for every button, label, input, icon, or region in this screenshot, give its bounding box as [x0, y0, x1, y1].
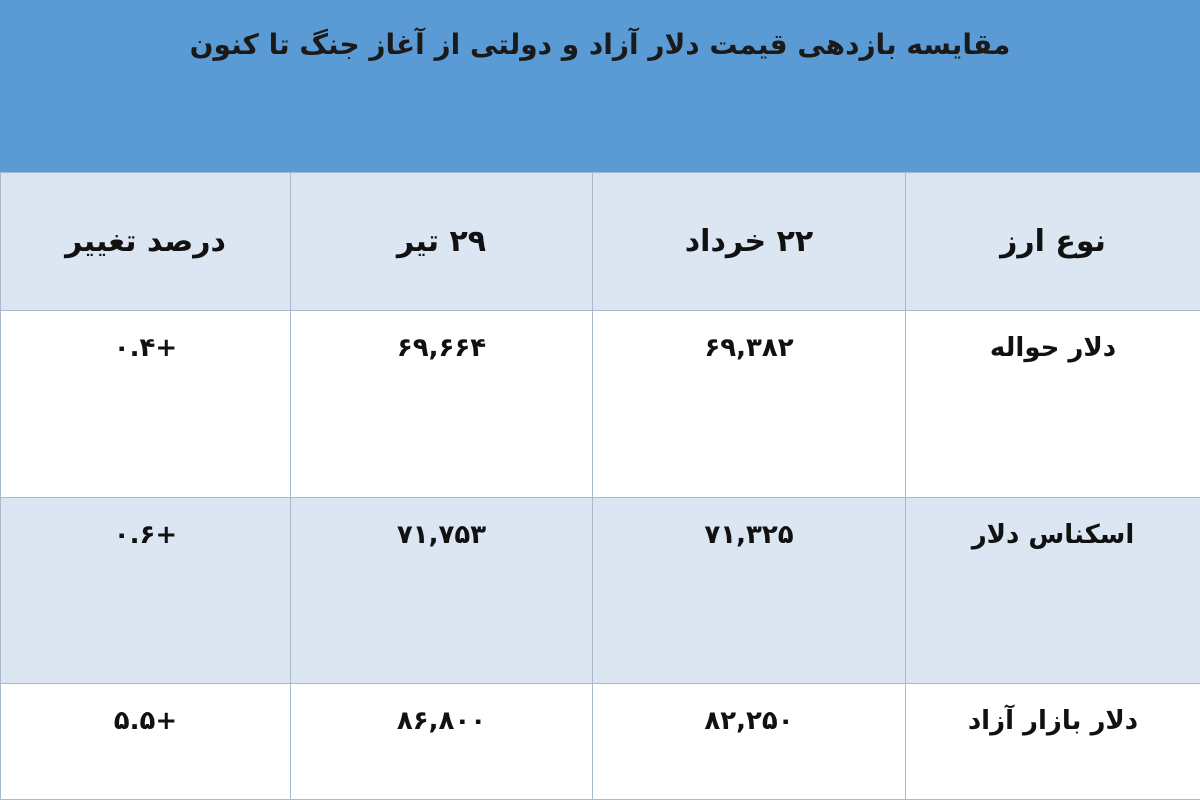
cell-khordad: ۸۲,۲۵۰: [592, 683, 906, 800]
cell-currency: اسکناس دلار: [905, 497, 1200, 684]
cell-tir: ۶۹,۶۶۴: [290, 310, 593, 498]
table-title: مقایسه بازدهی قیمت دلار آزاد و دولتی از …: [189, 28, 1011, 61]
table-row: دلار بازار آزاد ۸۲,۲۵۰ ۸۶,۸۰۰ +۵.۵: [0, 683, 1200, 800]
cell-khordad: ۶۹,۳۸۲: [592, 310, 906, 498]
cell-tir: ۸۶,۸۰۰: [290, 683, 593, 800]
cell-khordad: ۷۱,۳۲۵: [592, 497, 906, 684]
cell-currency: دلار حواله: [905, 310, 1200, 498]
cell-tir: ۷۱,۷۵۳: [290, 497, 593, 684]
cell-currency: دلار بازار آزاد: [905, 683, 1200, 800]
title-band: مقایسه بازدهی قیمت دلار آزاد و دولتی از …: [0, 0, 1200, 172]
table-row: اسکناس دلار ۷۱,۳۲۵ ۷۱,۷۵۳ +۰.۶: [0, 497, 1200, 684]
header-date-khordad: ۲۲ خرداد: [592, 172, 906, 311]
comparison-table: نوع ارز ۲۲ خرداد ۲۹ تیر درصد تغییر دلار …: [0, 172, 1200, 800]
header-currency-type: نوع ارز: [905, 172, 1200, 311]
header-row: نوع ارز ۲۲ خرداد ۲۹ تیر درصد تغییر: [0, 172, 1200, 311]
table-row: دلار حواله ۶۹,۳۸۲ ۶۹,۶۶۴ +۰.۴: [0, 310, 1200, 498]
cell-change: +۰.۴: [0, 310, 291, 498]
header-percent-change: درصد تغییر: [0, 172, 291, 311]
header-date-tir: ۲۹ تیر: [290, 172, 593, 311]
cell-change: +۰.۶: [0, 497, 291, 684]
cell-change: +۵.۵: [0, 683, 291, 800]
